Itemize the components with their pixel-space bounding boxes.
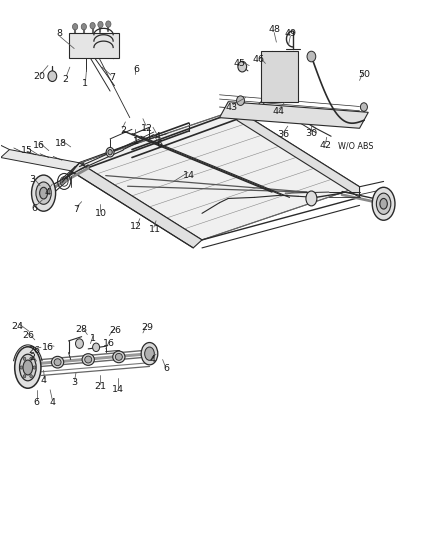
Polygon shape <box>219 102 367 128</box>
Ellipse shape <box>85 356 92 363</box>
Ellipse shape <box>36 182 51 204</box>
Polygon shape <box>68 33 119 58</box>
Ellipse shape <box>23 360 32 375</box>
Circle shape <box>306 51 315 62</box>
Circle shape <box>106 21 111 27</box>
Polygon shape <box>79 110 359 240</box>
Text: 49: 49 <box>284 29 296 38</box>
Circle shape <box>33 366 35 369</box>
Circle shape <box>30 357 32 360</box>
Text: 10: 10 <box>94 209 106 218</box>
Text: 1: 1 <box>133 137 139 146</box>
Text: 7: 7 <box>73 205 79 214</box>
Circle shape <box>237 61 246 72</box>
Text: 44: 44 <box>272 107 284 116</box>
Ellipse shape <box>141 343 157 365</box>
Text: 4: 4 <box>154 132 160 141</box>
Circle shape <box>30 375 32 378</box>
Text: 20: 20 <box>33 71 45 80</box>
Text: 42: 42 <box>319 141 331 150</box>
Text: 4: 4 <box>40 376 46 385</box>
Polygon shape <box>237 110 359 197</box>
Text: 24: 24 <box>11 321 23 330</box>
Text: 45: 45 <box>233 59 245 68</box>
Polygon shape <box>1 150 79 171</box>
Text: 3: 3 <box>29 175 35 184</box>
Ellipse shape <box>32 175 56 211</box>
Text: 2: 2 <box>29 353 35 362</box>
Text: 15: 15 <box>21 146 33 155</box>
Polygon shape <box>71 163 201 248</box>
Text: 4: 4 <box>44 188 50 197</box>
Text: 28: 28 <box>75 325 88 334</box>
Text: 18: 18 <box>55 139 67 148</box>
Text: 48: 48 <box>268 26 279 35</box>
Text: 21: 21 <box>94 382 106 391</box>
Ellipse shape <box>371 187 394 220</box>
Text: 3: 3 <box>71 378 77 387</box>
Ellipse shape <box>51 357 64 368</box>
Ellipse shape <box>375 193 390 214</box>
Text: 50: 50 <box>357 70 369 78</box>
Circle shape <box>98 21 103 28</box>
Text: 12: 12 <box>130 222 142 231</box>
Text: 26: 26 <box>28 346 40 355</box>
Ellipse shape <box>54 359 61 366</box>
Circle shape <box>81 23 86 30</box>
Text: 14: 14 <box>183 171 194 180</box>
Text: 16: 16 <box>103 339 115 348</box>
Circle shape <box>92 343 99 352</box>
Text: 6: 6 <box>163 364 169 373</box>
Ellipse shape <box>39 187 47 199</box>
Text: 6: 6 <box>33 398 39 407</box>
Text: 43: 43 <box>225 102 237 111</box>
Text: 30: 30 <box>305 129 317 138</box>
Circle shape <box>236 96 244 106</box>
Circle shape <box>75 339 83 349</box>
Text: W/O ABS: W/O ABS <box>338 141 373 150</box>
Circle shape <box>23 357 26 360</box>
Circle shape <box>72 23 78 30</box>
Text: 6: 6 <box>156 140 162 149</box>
Text: 46: 46 <box>252 55 264 63</box>
Text: 4: 4 <box>150 355 155 364</box>
Polygon shape <box>261 51 297 102</box>
Text: 16: 16 <box>33 141 45 150</box>
Text: 14: 14 <box>112 385 124 394</box>
Text: 4: 4 <box>49 398 55 407</box>
Text: 2: 2 <box>62 75 68 84</box>
Ellipse shape <box>115 353 122 360</box>
Circle shape <box>20 366 22 369</box>
Ellipse shape <box>379 198 386 209</box>
Circle shape <box>90 22 95 29</box>
Ellipse shape <box>14 347 41 388</box>
Text: 2: 2 <box>120 126 126 135</box>
Ellipse shape <box>108 150 112 155</box>
Circle shape <box>23 375 26 378</box>
Ellipse shape <box>145 347 154 360</box>
Text: 26: 26 <box>109 326 121 335</box>
Text: 26: 26 <box>22 331 34 340</box>
Text: 6: 6 <box>32 204 38 213</box>
Text: 16: 16 <box>42 343 54 352</box>
Text: 36: 36 <box>276 130 288 139</box>
Text: 29: 29 <box>141 323 153 332</box>
Text: 1: 1 <box>81 78 88 87</box>
Circle shape <box>360 103 367 111</box>
Text: 6: 6 <box>133 66 139 74</box>
Text: 7: 7 <box>109 73 115 82</box>
Ellipse shape <box>82 354 94 366</box>
Text: 12: 12 <box>141 124 153 133</box>
Text: 11: 11 <box>148 225 160 234</box>
Text: 8: 8 <box>57 29 63 38</box>
Text: 1: 1 <box>89 334 95 343</box>
Ellipse shape <box>19 354 36 381</box>
Circle shape <box>48 71 57 82</box>
Ellipse shape <box>113 351 125 363</box>
Ellipse shape <box>106 148 114 157</box>
Ellipse shape <box>305 191 316 206</box>
